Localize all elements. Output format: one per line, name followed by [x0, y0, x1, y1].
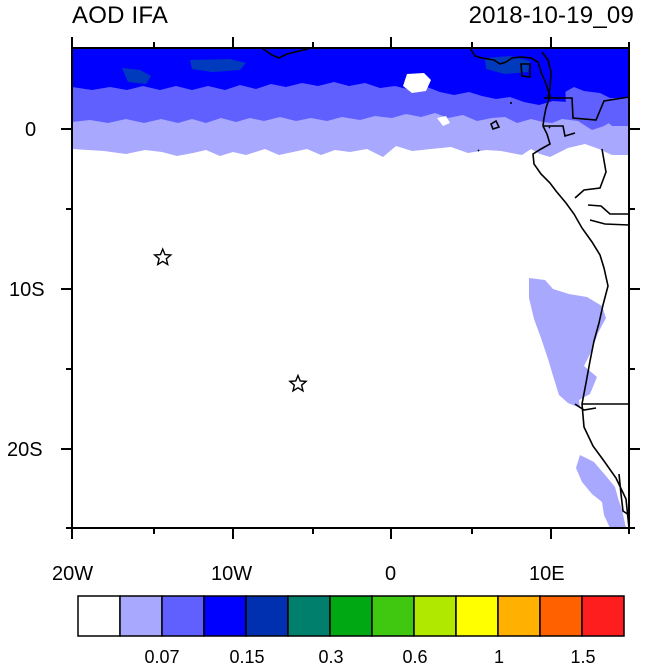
y-axis-label-0: 0 — [25, 119, 37, 141]
x-axis-label-0: 0 — [385, 563, 397, 585]
aod-land-high — [539, 52, 629, 98]
colorbar-swatch — [329, 595, 373, 637]
colorbar-label-03: 0.3 — [318, 647, 344, 667]
colorbar-swatch — [497, 595, 541, 637]
colorbar-swatch — [245, 595, 289, 637]
colorbar-swatch — [119, 595, 163, 637]
timestamp-label: 2018-10-19_09 — [468, 2, 634, 29]
colorbar-swatch — [77, 595, 121, 637]
aod-spots-teal — [122, 56, 530, 84]
axis-ticks — [61, 37, 640, 539]
y-axis-label-10s: 10S — [9, 279, 45, 301]
figure-title: AOD IFA — [72, 2, 169, 29]
colorbar — [77, 595, 625, 637]
colorbar-swatch — [203, 595, 247, 637]
aod-band-high — [72, 48, 629, 109]
colorbar-swatch — [161, 595, 205, 637]
marker-layer — [152, 247, 308, 393]
x-axis-label-10w: 10W — [211, 563, 253, 585]
colorbar-label-015: 0.15 — [229, 647, 265, 667]
coastlines — [261, 47, 630, 529]
colorbar-swatch — [581, 595, 625, 637]
colorbar-swatch — [371, 595, 415, 637]
y-axis-label-20s: 20S — [7, 439, 43, 461]
colorbar-swatch — [287, 595, 331, 637]
colorbar-label-06: 0.6 — [402, 647, 428, 667]
star-marker-1 — [152, 247, 173, 266]
colorbar-swatch — [455, 595, 499, 637]
aod-field — [72, 48, 629, 528]
x-axis-label-20w: 20W — [52, 563, 94, 585]
aod-coastal-plume-south — [576, 455, 626, 528]
colorbar-swatch — [539, 595, 583, 637]
colorbar-label-007: 0.07 — [144, 647, 180, 667]
colorbar-swatch — [413, 595, 457, 637]
star-marker-2 — [288, 373, 308, 393]
aod-clear-patches — [403, 73, 450, 126]
colorbar-label-1: 1 — [493, 647, 505, 667]
x-axis-label-10e: 10E — [529, 563, 565, 585]
colorbar-label-15: 1.5 — [570, 647, 596, 667]
